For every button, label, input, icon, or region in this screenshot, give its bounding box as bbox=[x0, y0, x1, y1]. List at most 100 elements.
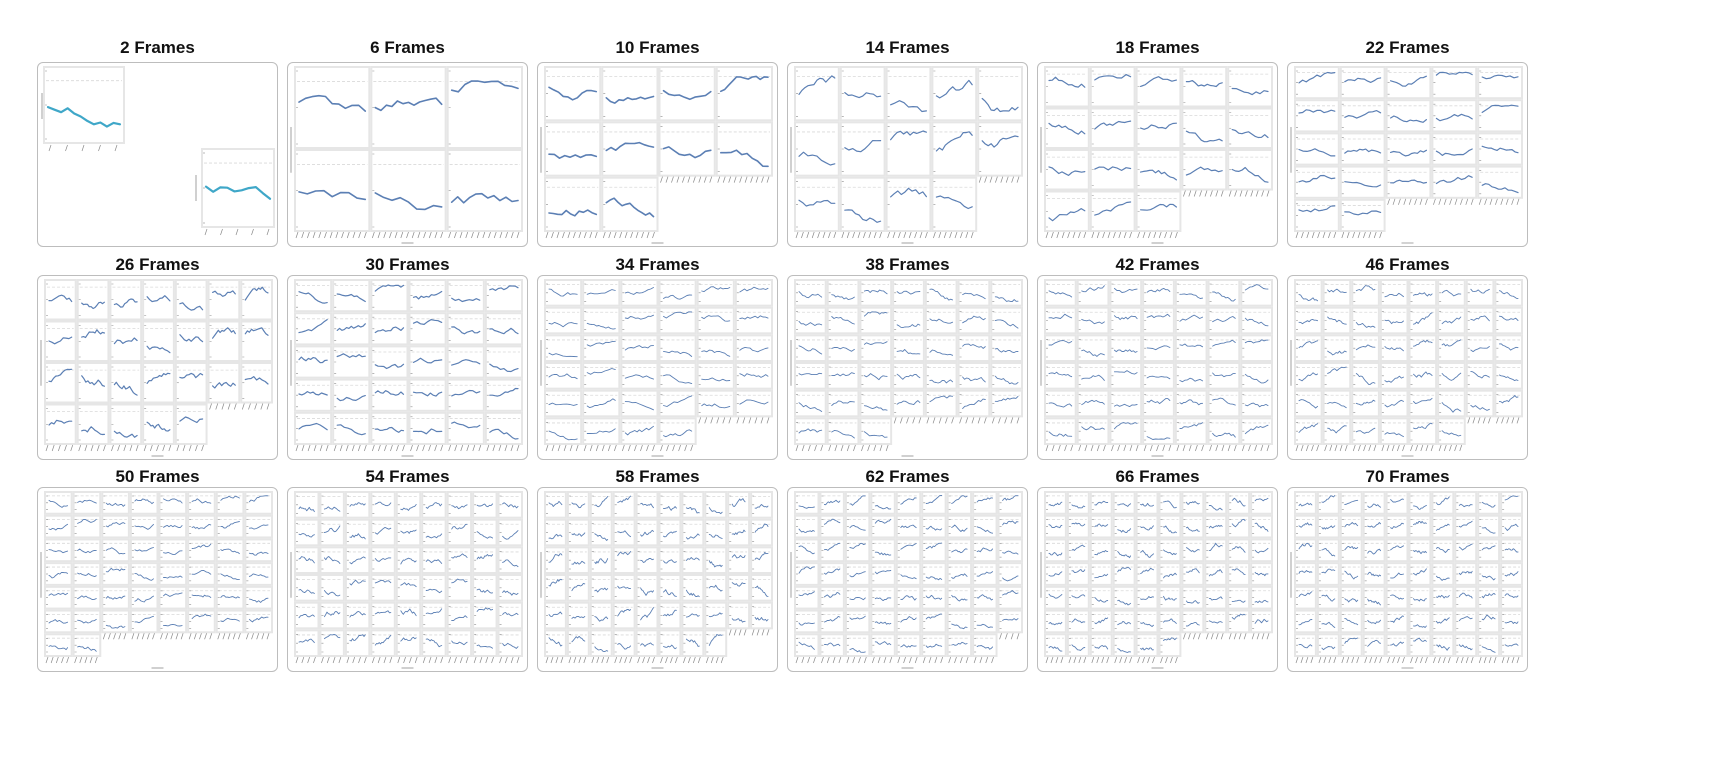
series-line bbox=[1504, 548, 1519, 553]
mini-plot bbox=[1408, 562, 1432, 586]
series-line bbox=[1117, 620, 1132, 626]
series-line bbox=[685, 533, 700, 540]
series-line bbox=[617, 609, 632, 617]
x-tick-marks bbox=[1433, 198, 1474, 205]
series-line bbox=[1048, 76, 1086, 88]
x-tick-marks bbox=[1438, 444, 1463, 452]
series-line bbox=[374, 557, 392, 562]
series-line bbox=[798, 528, 815, 533]
series-line bbox=[925, 542, 943, 550]
series-line bbox=[298, 356, 328, 364]
mini-plot bbox=[1322, 334, 1352, 362]
mini-plot bbox=[1437, 334, 1466, 362]
mini-plot bbox=[319, 491, 345, 519]
mini-plot bbox=[472, 518, 498, 547]
mini-plot bbox=[819, 585, 845, 610]
mini-plot bbox=[1227, 585, 1251, 610]
mini-plot bbox=[957, 306, 991, 335]
series-line bbox=[113, 430, 138, 438]
mini-plot bbox=[1109, 334, 1143, 362]
mini-plot bbox=[1316, 491, 1340, 515]
series-line bbox=[323, 556, 341, 564]
x-tick-marks bbox=[1137, 231, 1178, 239]
series-line bbox=[412, 357, 443, 364]
series-line bbox=[1384, 399, 1404, 408]
series-line bbox=[548, 288, 578, 297]
series-line bbox=[1140, 76, 1177, 87]
series-line bbox=[1481, 501, 1496, 508]
mini-plot bbox=[1174, 362, 1208, 390]
mini-plot bbox=[612, 491, 636, 519]
mini-plot bbox=[997, 562, 1024, 586]
series-line bbox=[1254, 547, 1269, 554]
mini-plot bbox=[1227, 538, 1251, 563]
mini-plot bbox=[207, 320, 241, 362]
frames-panel bbox=[287, 275, 528, 460]
mini-plot bbox=[658, 546, 682, 574]
series-line bbox=[1435, 113, 1473, 122]
series-line bbox=[1344, 598, 1359, 603]
series-line bbox=[1344, 618, 1359, 626]
series-line bbox=[451, 504, 468, 510]
x-tick-marks bbox=[795, 656, 816, 664]
frames-panel bbox=[287, 487, 528, 672]
series-line bbox=[1163, 595, 1177, 601]
mini-plot bbox=[1294, 165, 1340, 199]
mini-plot bbox=[794, 491, 820, 515]
mini-plot bbox=[294, 279, 333, 313]
series-line bbox=[1441, 339, 1462, 347]
series-line bbox=[146, 372, 171, 384]
series-line bbox=[1094, 573, 1109, 579]
mini-plot bbox=[839, 176, 886, 232]
mini-plot bbox=[1454, 491, 1478, 515]
mini-plot bbox=[566, 601, 590, 630]
panel-title: 58 Frames bbox=[615, 467, 700, 486]
mini-plot bbox=[129, 562, 159, 586]
series-line bbox=[1071, 569, 1086, 573]
mini-plot bbox=[1431, 538, 1455, 563]
series-line bbox=[548, 611, 563, 617]
mini-plot bbox=[1322, 362, 1352, 390]
mini-plot bbox=[972, 562, 998, 586]
series-line bbox=[863, 431, 888, 438]
series-line bbox=[374, 501, 392, 507]
small-multiples-chart bbox=[540, 66, 773, 244]
mini-plot bbox=[1408, 491, 1432, 515]
mini-plot bbox=[187, 538, 216, 563]
mini-plot bbox=[1135, 538, 1159, 563]
series-line bbox=[48, 645, 69, 651]
series-line bbox=[1481, 183, 1519, 194]
series-line bbox=[823, 542, 841, 551]
mini-plot bbox=[794, 514, 820, 539]
series-line bbox=[624, 374, 654, 380]
series-line bbox=[929, 318, 954, 324]
mini-plot bbox=[990, 334, 1024, 362]
series-line bbox=[1298, 399, 1319, 409]
series-line bbox=[146, 345, 171, 354]
mini-plot bbox=[658, 601, 682, 630]
mini-plot bbox=[990, 279, 1024, 307]
series-line bbox=[212, 327, 236, 339]
mini-plot bbox=[497, 629, 524, 657]
series-line bbox=[179, 302, 204, 311]
series-line bbox=[212, 381, 236, 389]
series-line bbox=[925, 643, 943, 648]
mini-plot bbox=[658, 279, 697, 307]
mini-plot bbox=[1316, 585, 1340, 610]
series-line bbox=[113, 298, 138, 308]
series-line bbox=[586, 322, 616, 330]
series-line bbox=[191, 523, 212, 530]
mini-plot bbox=[1066, 491, 1090, 515]
mini-plot bbox=[44, 538, 73, 563]
mini-plot bbox=[215, 609, 245, 634]
series-line bbox=[1435, 546, 1450, 553]
mini-plot bbox=[1351, 389, 1380, 418]
mini-plot bbox=[1294, 198, 1340, 233]
mini-plot bbox=[734, 362, 773, 390]
mini-plot bbox=[1294, 491, 1317, 515]
mini-plot bbox=[681, 491, 705, 519]
mini-plot bbox=[1431, 514, 1455, 539]
mini-plot bbox=[1494, 334, 1523, 362]
mini-plot bbox=[1294, 417, 1323, 445]
mini-plot bbox=[1339, 99, 1386, 133]
